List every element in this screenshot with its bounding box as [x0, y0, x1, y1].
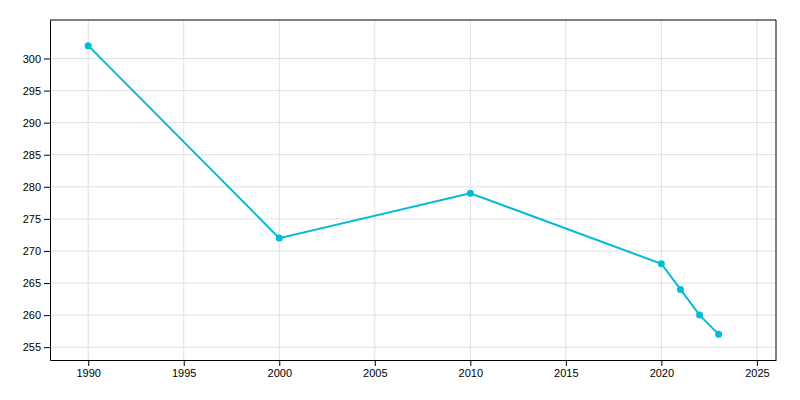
tick-label: 2025	[745, 367, 769, 379]
tick-mark	[44, 155, 50, 156]
axis-line	[50, 21, 51, 361]
tick-mark	[44, 283, 50, 284]
point	[696, 312, 703, 319]
grid	[50, 20, 776, 360]
tick-label: 2000	[268, 367, 292, 379]
axis-line	[51, 360, 777, 361]
point	[658, 260, 665, 267]
frame	[50, 20, 776, 360]
tick-mark	[757, 360, 758, 366]
grid-line	[50, 250, 776, 251]
grid-line	[756, 20, 757, 360]
tick-mark	[184, 360, 185, 366]
chart-container: 1990 1995 2000 2005 2010 2015 2020 2025 255 260 26…	[0, 0, 800, 400]
tick: 2000	[268, 360, 292, 379]
grid-line	[50, 186, 776, 187]
tick-mark	[88, 360, 89, 366]
tick-label: 285	[23, 149, 41, 161]
grid-line	[50, 58, 776, 59]
point	[85, 42, 92, 49]
grid-line	[50, 283, 776, 284]
tick: 270	[23, 245, 50, 257]
tick: 285	[23, 149, 50, 161]
grid-line	[50, 122, 776, 123]
tick-label: 295	[23, 85, 41, 97]
tick-label: 255	[23, 341, 41, 353]
tick-mark	[44, 251, 50, 252]
grid-line	[50, 315, 776, 316]
tick-label: 290	[23, 117, 41, 129]
tick-mark	[44, 91, 50, 92]
grid-line	[50, 90, 776, 91]
tick: 2015	[554, 360, 578, 379]
point	[467, 190, 474, 197]
tick: 255	[23, 341, 50, 353]
frame-line	[50, 20, 776, 21]
tick-label: 280	[23, 181, 41, 193]
tick-mark	[470, 360, 471, 366]
grid-line	[374, 20, 375, 360]
grid-line	[279, 20, 280, 360]
tick-mark	[279, 360, 280, 366]
grid-line	[50, 218, 776, 219]
tick: 1995	[172, 360, 196, 379]
tick-label: 2005	[363, 367, 387, 379]
marks	[85, 42, 722, 338]
tick: 295	[23, 85, 50, 97]
tick: 265	[23, 277, 50, 289]
tick-label: 300	[23, 53, 41, 65]
frame-line	[776, 20, 777, 360]
tick: 2020	[650, 360, 674, 379]
point	[276, 235, 283, 242]
tick-mark	[566, 360, 567, 366]
tick-label: 275	[23, 213, 41, 225]
y-axis: 255 260 265 270 275 280 285 290 295 300	[23, 21, 51, 361]
x-axis: 1990 1995 2000 2005 2010 2015 2020 2025	[51, 360, 777, 379]
tick: 2025	[745, 360, 769, 379]
tick-label: 270	[23, 245, 41, 257]
tick-label: 2015	[554, 367, 578, 379]
point	[715, 331, 722, 338]
tick-label: 2020	[650, 367, 674, 379]
tick: 1990	[76, 360, 100, 379]
grid-line	[50, 347, 776, 348]
tick-label: 1990	[76, 367, 100, 379]
plot: 1990 1995 2000 2005 2010 2015 2020 2025 255 260 26…	[23, 20, 777, 379]
grid-line	[661, 20, 662, 360]
tick-mark	[44, 123, 50, 124]
line	[88, 46, 718, 335]
tick-mark	[44, 219, 50, 220]
tick: 280	[23, 181, 50, 193]
tick-mark	[44, 58, 50, 59]
tick-mark	[44, 187, 50, 188]
tick-mark	[661, 360, 662, 366]
tick-mark	[44, 347, 50, 348]
tick-mark	[44, 315, 50, 316]
point	[677, 286, 684, 293]
tick-label: 1995	[172, 367, 196, 379]
grid-line	[50, 154, 776, 155]
tick: 2010	[459, 360, 483, 379]
tick-label: 2010	[459, 367, 483, 379]
tick: 260	[23, 309, 50, 321]
tick-label: 260	[23, 309, 41, 321]
grid-line	[183, 20, 184, 360]
tick-mark	[375, 360, 376, 366]
tick-label: 265	[23, 277, 41, 289]
tick: 2005	[363, 360, 387, 379]
tick: 290	[23, 117, 50, 129]
tick: 275	[23, 213, 50, 225]
tick: 300	[23, 53, 50, 65]
chart: 1990 1995 2000 2005 2010 2015 2020 2025 255 260 26…	[0, 0, 800, 400]
grid-line	[565, 20, 566, 360]
grid-line	[88, 20, 89, 360]
